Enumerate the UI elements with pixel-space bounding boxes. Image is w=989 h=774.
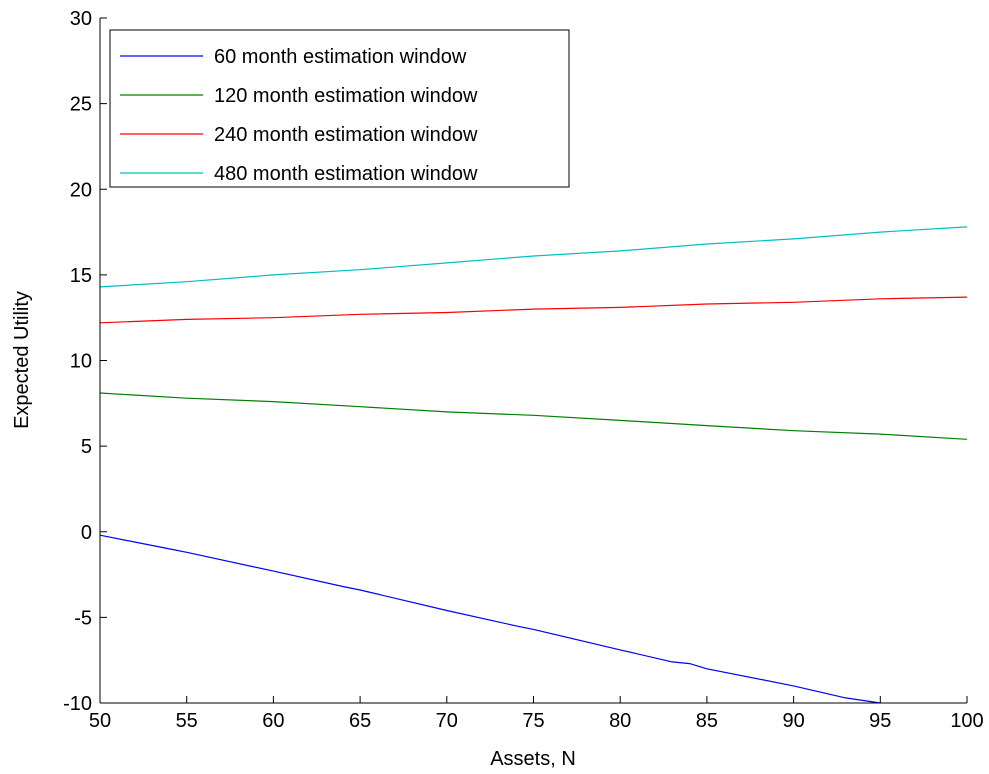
series-line-3	[99, 296, 968, 324]
series-line-4	[99, 226, 968, 288]
y-tick-label: 10	[70, 351, 92, 373]
y-tick-label: 15	[70, 265, 92, 287]
legend-label-3: 240 month estimation window	[214, 124, 478, 146]
x-ticks: 50 55 60 65 70 75 80 85 90 95 100	[89, 696, 984, 732]
legend-label-2: 120 month estimation window	[214, 85, 478, 107]
x-tick-label: 75	[522, 710, 544, 732]
x-tick-label: 80	[609, 710, 631, 732]
y-axis-label: Expected Utility	[11, 291, 33, 429]
y-tick-label: -5	[74, 607, 92, 629]
x-tick-label: 90	[782, 710, 804, 732]
legend: 60 month estimation window 120 month esti…	[109, 29, 570, 188]
y-ticks: -10 -5 0 5 10 15 20 25 30	[63, 8, 107, 715]
y-tick-label: 30	[70, 8, 92, 30]
x-tick-label: 55	[176, 710, 198, 732]
y-tick-label: 0	[81, 522, 92, 544]
series-line-2	[99, 392, 968, 440]
series-line-1	[99, 534, 881, 704]
x-tick-label: 95	[869, 710, 891, 732]
y-tick-label: 20	[70, 179, 92, 201]
x-tick-label: 60	[262, 710, 284, 732]
y-tick-label: 25	[70, 94, 92, 116]
legend-label-1: 60 month estimation window	[214, 46, 467, 68]
y-tick-label: 5	[81, 436, 92, 458]
x-axis-label: Assets, N	[490, 748, 576, 770]
x-tick-label: 85	[696, 710, 718, 732]
x-tick-label: 100	[950, 710, 983, 732]
x-tick-label: 70	[436, 710, 458, 732]
x-tick-label: 50	[89, 710, 111, 732]
x-tick-label: 65	[349, 710, 371, 732]
series-layer	[99, 226, 968, 704]
y-tick-label: -10	[63, 693, 92, 715]
legend-label-4: 480 month estimation window	[214, 163, 478, 185]
